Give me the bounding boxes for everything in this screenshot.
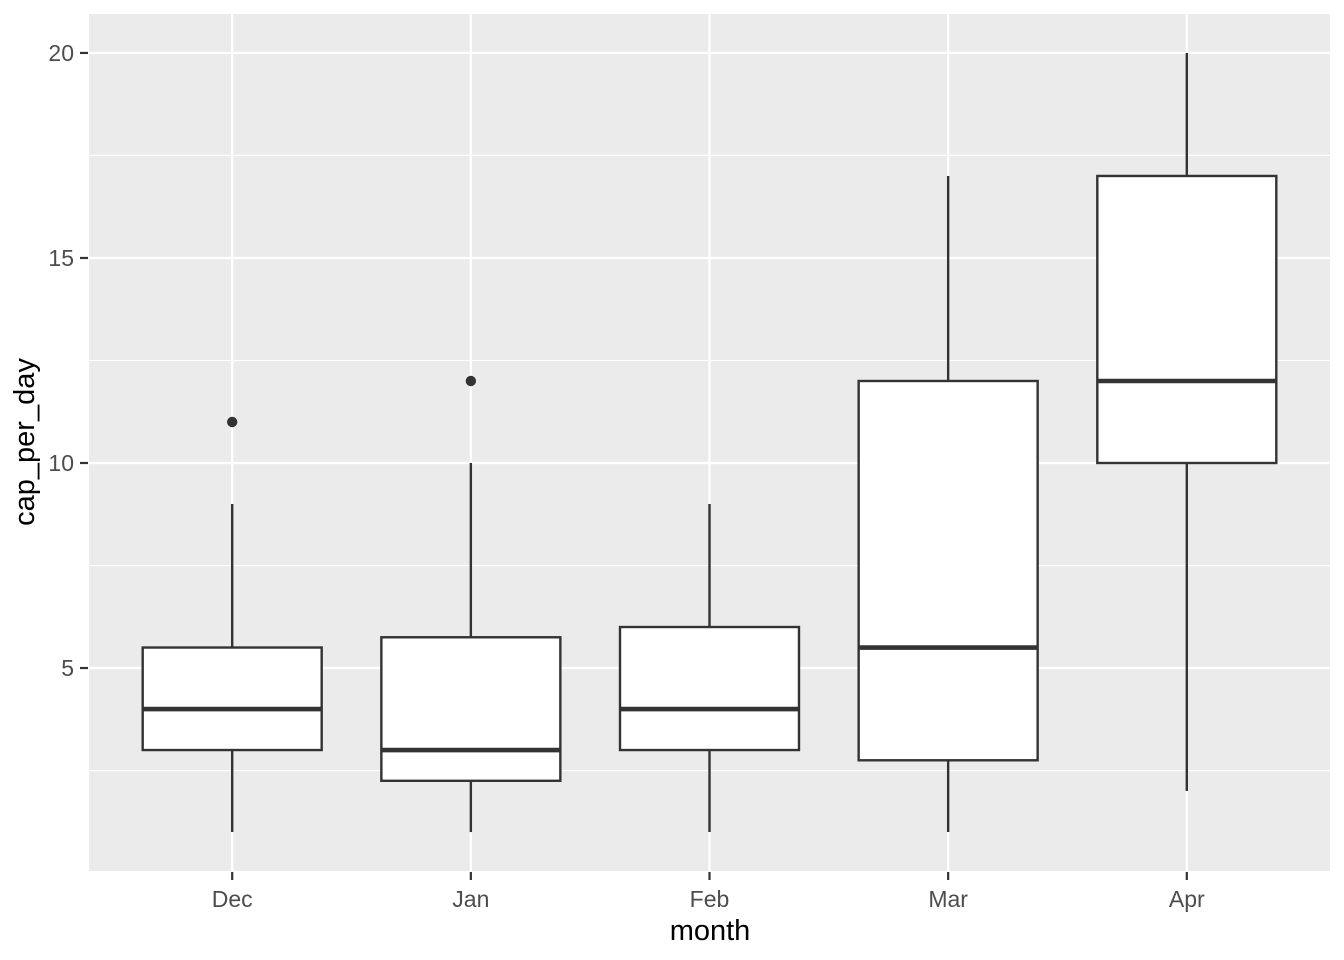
x-tick-label-dec: Dec — [212, 886, 253, 912]
x-tick-label-jan: Jan — [452, 886, 489, 912]
y-tick-label-20: 20 — [48, 40, 74, 66]
outlier-jan-0 — [465, 375, 477, 387]
box-mar — [857, 379, 1039, 762]
y-tick-label-10: 10 — [48, 450, 74, 476]
box-apr — [1096, 174, 1278, 465]
y-tick-label-5: 5 — [61, 655, 74, 681]
axis-layer: 5 10 15 20 Dec Jan Feb Mar Apr — [48, 40, 1205, 912]
outlier-dec-0 — [226, 416, 238, 428]
plot-panel — [89, 14, 1330, 871]
box-jan — [380, 636, 562, 782]
x-tick-label-apr: Apr — [1169, 886, 1205, 912]
x-tick-label-mar: Mar — [928, 886, 968, 912]
y-tick-label-15: 15 — [48, 245, 74, 271]
x-axis-title: month — [670, 915, 751, 947]
x-tick-label-feb: Feb — [690, 886, 730, 912]
y-axis-title: cap_per_day — [9, 358, 41, 526]
box-dec — [141, 646, 323, 752]
box-feb — [618, 625, 801, 752]
